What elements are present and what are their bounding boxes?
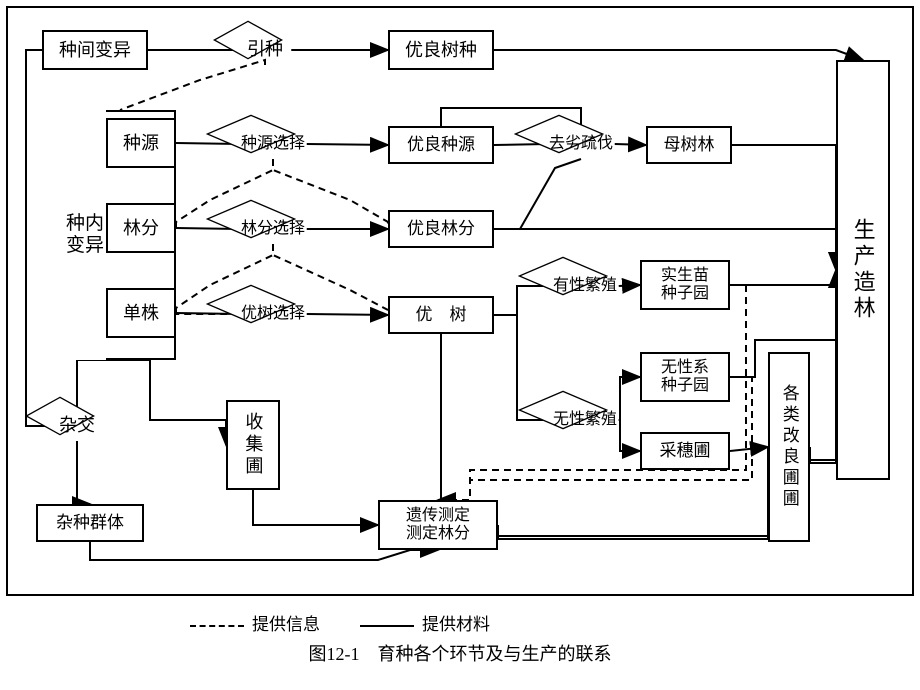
node-sex_prop: 有性繁殖: [540, 266, 630, 306]
node-genetic_test: 遗传测定测定林分: [378, 500, 498, 550]
node-seed_stand: 母树林: [646, 126, 732, 164]
node-sel_prov: 种源选择: [228, 124, 318, 164]
node-improved_orch: 各类改良圃圃: [768, 352, 810, 542]
node-asex_prop: 无性繁殖: [540, 400, 630, 440]
node-interspecific: 种间变异: [42, 30, 148, 70]
node-good_prov: 优良种源: [388, 126, 494, 164]
node-individual: 单株: [106, 288, 176, 338]
node-introduction: 引种: [230, 30, 300, 70]
node-hybrid_pop: 杂种群体: [36, 504, 144, 542]
node-seedling_orch: 实生苗种子园: [640, 260, 730, 310]
node-intra_label: 种内变异: [64, 110, 106, 360]
node-plus_tree: 优 树: [388, 296, 494, 334]
node-collection: 收集圃: [226, 400, 280, 490]
node-cutting_orch: 采穗圃: [640, 432, 730, 470]
node-stand: 林分: [106, 203, 176, 253]
node-sel_tree: 优树选择: [228, 294, 318, 334]
node-sel_stand: 林分选择: [228, 209, 318, 249]
node-clonal_orch: 无性系种子园: [640, 352, 730, 402]
node-thinning: 去劣疏伐: [536, 124, 626, 164]
node-production: 生产造林: [836, 60, 890, 480]
node-good_stand: 优良林分: [388, 210, 494, 248]
node-cross: 杂交: [42, 406, 112, 446]
node-provenance: 种源: [106, 118, 176, 168]
node-good_species: 优良树种: [388, 30, 494, 70]
